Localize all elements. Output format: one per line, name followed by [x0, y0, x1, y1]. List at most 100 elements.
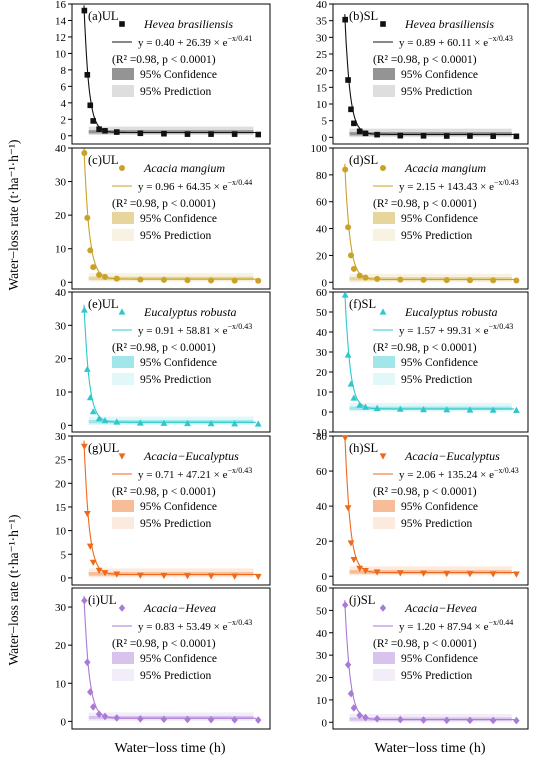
data-point — [512, 571, 520, 578]
data-point — [90, 264, 97, 271]
x-axis-label-right: Water−loss time (h) — [375, 741, 486, 756]
legend-species: Hevea brasiliensis — [404, 17, 494, 31]
data-point — [443, 406, 451, 413]
confidence-band — [349, 132, 512, 136]
panel-label: (b)SL — [349, 9, 378, 23]
y-tick-label: 5 — [322, 116, 328, 128]
data-point — [373, 714, 381, 723]
y-tick-label: 10 — [55, 678, 67, 690]
legend-species: Hevea brasiliensis — [143, 17, 233, 31]
data-point — [90, 118, 97, 124]
y-tick-label: 10 — [55, 387, 67, 399]
data-point — [160, 419, 168, 426]
data-point — [341, 601, 349, 609]
plot-frame — [71, 147, 271, 290]
data-point — [397, 276, 404, 283]
data-point — [466, 571, 474, 578]
legend-marker — [118, 308, 126, 315]
data-point — [96, 271, 103, 278]
data-point — [356, 565, 364, 572]
data-point — [356, 128, 363, 135]
y-tick-label: 10 — [55, 48, 67, 60]
y-tick-label: 40 — [316, 0, 328, 11]
equation-exponent: −x/0.44 — [489, 618, 514, 627]
y-tick-label: 0 — [322, 407, 328, 419]
data-point — [83, 510, 91, 518]
data-point — [184, 715, 191, 724]
y-tick-label: 25 — [316, 49, 328, 61]
data-point — [136, 419, 144, 426]
y-tick-label: 30 — [316, 347, 328, 359]
equation-main: y = 0.96 + 64.35 × e — [138, 181, 228, 193]
y-tick-label: 15 — [316, 82, 328, 94]
legend-confidence-swatch — [373, 356, 395, 368]
data-point — [113, 714, 120, 722]
y-tick-label: 2 — [61, 114, 67, 126]
legend-confidence-swatch — [112, 500, 134, 512]
confidence-band — [88, 572, 254, 576]
legend-confidence-label: 95% Confidence — [401, 501, 478, 513]
panel-label: (c)UL — [88, 153, 119, 167]
y-tick-label: 60 — [316, 197, 328, 209]
legend-prediction-label: 95% Prediction — [401, 518, 472, 530]
data-point — [87, 247, 94, 254]
y-tick-label: 0 — [322, 132, 328, 144]
data-point — [344, 351, 352, 358]
panel-label: (j)SL — [349, 593, 375, 607]
legend-prediction-swatch — [373, 669, 395, 681]
legend-prediction-swatch — [373, 229, 395, 241]
y-tick-label: 20 — [55, 478, 67, 490]
data-point — [347, 380, 355, 387]
equation: y = 1.57 + 99.31 × e−x/0.43 — [399, 322, 513, 337]
data-point — [113, 275, 120, 282]
data-point — [397, 132, 404, 139]
plot-frame — [71, 435, 271, 586]
data-point — [89, 408, 97, 415]
data-point — [95, 415, 103, 422]
panel-b: 0 5 10 15 20 25 30 35 40 (b)SL Hevea brasiliensis y… — [316, 0, 529, 145]
data-point — [102, 273, 108, 280]
confidence-band — [88, 130, 254, 134]
y-tick-label: 40 — [316, 224, 328, 236]
data-point — [161, 130, 167, 137]
fit-curve — [83, 595, 256, 719]
data-point — [207, 573, 215, 580]
y-tick-label: 40 — [316, 628, 328, 640]
legend-marker — [119, 21, 125, 27]
data-point — [208, 277, 215, 284]
y-tick-label: 60 — [316, 583, 328, 595]
legend-confidence-label: 95% Confidence — [140, 69, 217, 81]
data-point — [356, 401, 364, 408]
data-point — [490, 277, 497, 284]
stats: (R² =0.98, p < 0.0001) — [112, 486, 216, 498]
equation: y = 2.15 + 143.43 × e−x/0.43 — [399, 178, 519, 193]
panel-label: (e)UL — [88, 297, 119, 311]
data-point — [420, 276, 427, 283]
y-tick-label: 12 — [55, 32, 66, 44]
y-tick-label: 0 — [61, 277, 67, 289]
data-point — [396, 405, 404, 412]
y-tick-label: 5 — [61, 549, 67, 561]
data-point — [348, 106, 354, 113]
y-tick-label: 40 — [316, 327, 328, 339]
legend-confidence-swatch — [373, 652, 395, 664]
data-point — [351, 120, 357, 127]
stats: (R² =0.98, p < 0.0001) — [112, 638, 216, 650]
data-point — [342, 166, 349, 173]
data-point — [160, 715, 168, 724]
data-point — [113, 129, 120, 135]
panel-j: 0 10 20 30 40 50 60 (j)SL Acacia−Hevea y = 1.20 +… — [316, 583, 529, 730]
data-point — [84, 214, 91, 221]
legend-confidence-label: 95% Confidence — [401, 357, 478, 369]
y-tick-label: 30 — [316, 650, 328, 662]
legend-confidence-swatch — [112, 212, 134, 224]
panel-a: 0 2 4 6 8 10 12 14 16 (a)UL Hevea brasiliensis y = … — [55, 0, 271, 145]
panel-f: -10 0 10 20 30 40 50 60 (f)SL Eucalyptus robusta y… — [312, 287, 529, 439]
equation-exponent: −x/0.43 — [488, 34, 513, 43]
data-point — [356, 711, 363, 720]
panel-label: (a)UL — [88, 9, 119, 23]
data-point — [137, 715, 144, 723]
data-point — [137, 276, 144, 283]
legend-prediction-swatch — [112, 373, 134, 385]
